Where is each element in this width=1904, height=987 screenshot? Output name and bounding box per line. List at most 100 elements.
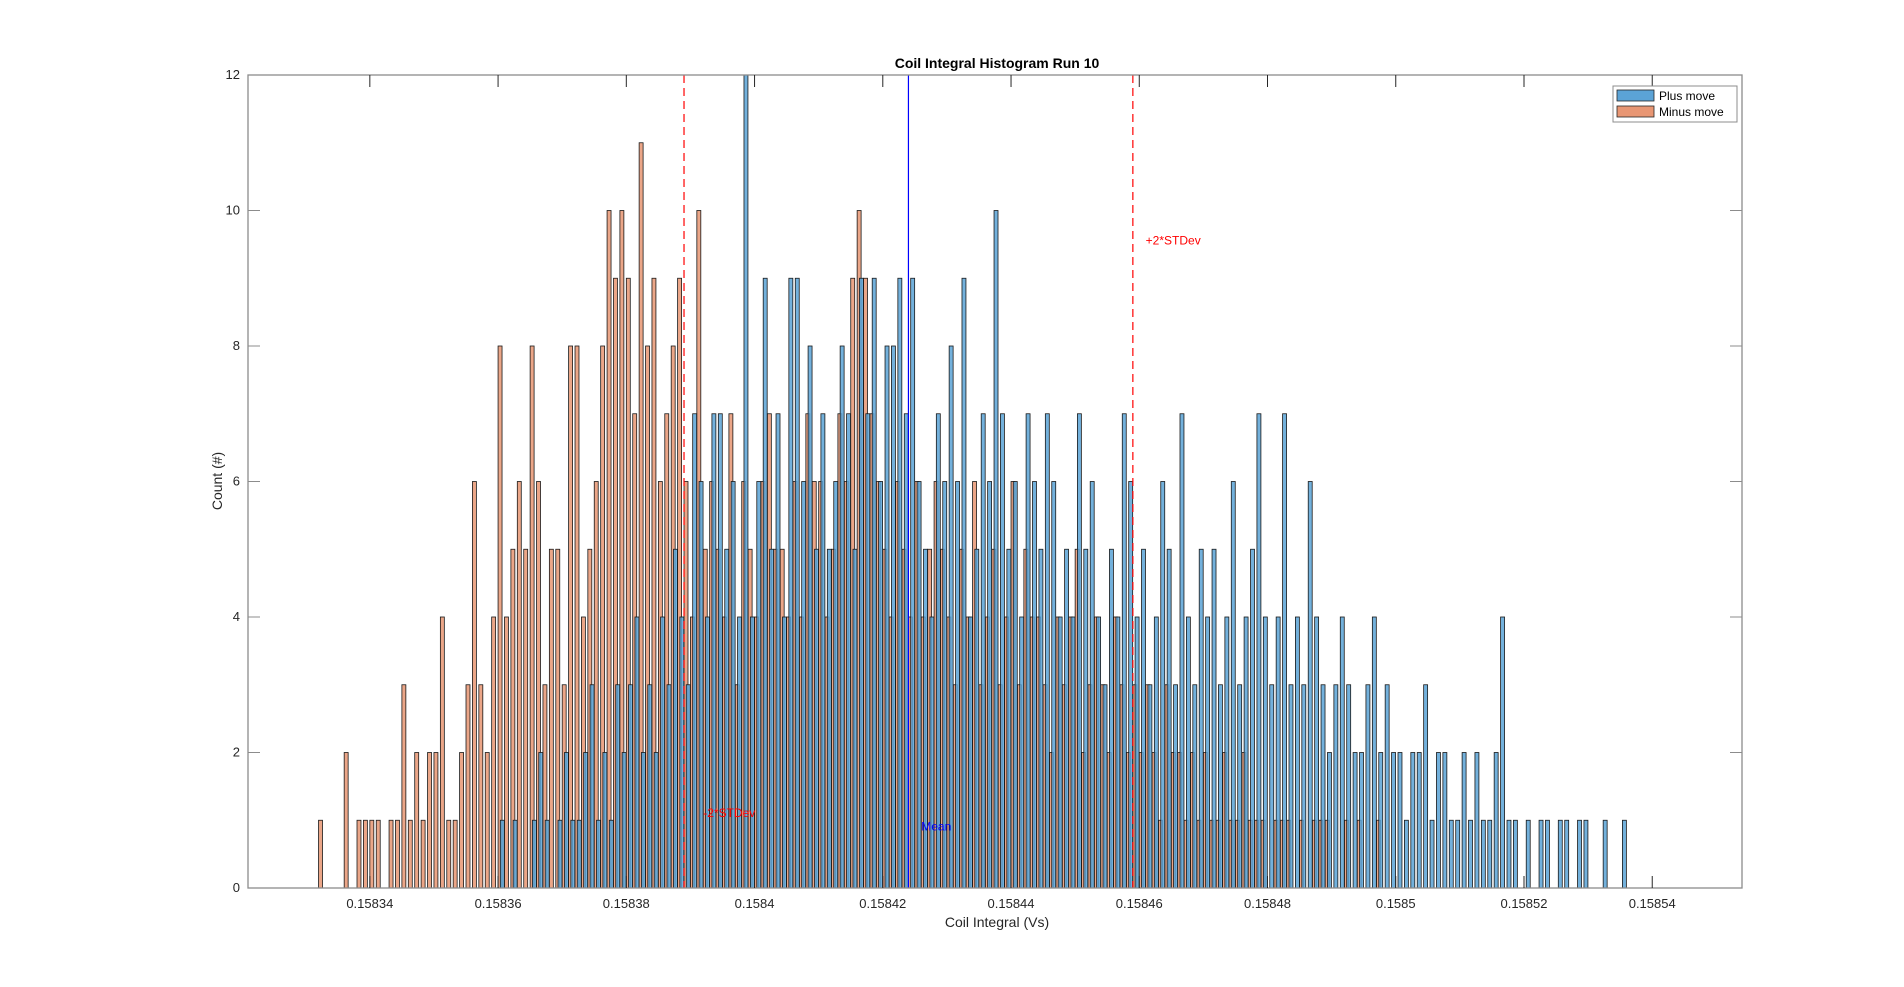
bar-plus-move <box>621 752 627 889</box>
bar-plus-move <box>1487 819 1493 889</box>
bar-plus-move <box>878 481 883 889</box>
bar-plus-move <box>1192 684 1198 889</box>
bar-plus-move <box>1404 819 1409 889</box>
bar-plus-move <box>1089 481 1095 889</box>
bar-plus-move <box>1282 413 1287 889</box>
bar-plus-move <box>705 616 710 889</box>
bar-minus-move <box>363 819 368 889</box>
bar-plus-move <box>1429 819 1435 889</box>
bar-plus-move <box>839 345 845 889</box>
bar-plus-move <box>1359 752 1364 889</box>
bar-plus-move <box>1019 616 1025 889</box>
bar-plus-move <box>1121 413 1127 889</box>
bar-plus-move <box>1295 616 1300 889</box>
bar-plus-move <box>653 752 659 889</box>
bar-plus-move <box>1384 684 1390 889</box>
bar-plus-move <box>820 413 826 889</box>
y-tick-label: 8 <box>233 338 240 353</box>
bar-plus-move <box>1365 684 1371 889</box>
bar-minus-move <box>452 819 458 889</box>
bar-minus-move <box>472 481 477 889</box>
bar-minus-move <box>606 210 612 889</box>
bar-minus-move <box>446 819 452 889</box>
y-tick-label: 0 <box>233 880 240 895</box>
bar-plus-move <box>1134 616 1140 889</box>
chart-title: Coil Integral Histogram Run 10 <box>895 55 1100 71</box>
bar-plus-move <box>1128 481 1134 889</box>
bar-plus-move <box>1577 819 1582 889</box>
y-axis-ticks: 0 2 4 6 8 10 12 <box>226 67 1742 895</box>
bar-plus-move <box>634 616 640 889</box>
bar-plus-move <box>807 345 813 889</box>
bar-plus-move <box>826 548 832 889</box>
x-tick-label: 0.1585 <box>1376 896 1416 911</box>
bar-plus-move <box>993 210 999 889</box>
bar-plus-move <box>1250 548 1255 889</box>
bar-plus-move <box>1160 481 1166 889</box>
bar-plus-move <box>1269 684 1275 889</box>
bar-plus-move <box>1410 752 1416 889</box>
bar-plus-move <box>596 819 601 889</box>
bar-plus-move <box>1224 616 1230 889</box>
bar-plus-move <box>929 616 935 889</box>
x-tick-label: 0.15854 <box>1629 896 1676 911</box>
bar-minus-move <box>529 345 535 889</box>
bar-plus-move <box>1275 616 1281 889</box>
bar-plus-move <box>673 548 678 889</box>
bar-plus-move <box>1461 752 1467 889</box>
bar-plus-move <box>756 481 762 889</box>
bar-plus-move <box>897 277 903 889</box>
bar-plus-move <box>1243 616 1249 889</box>
bar-plus-move <box>1339 616 1345 889</box>
bar-plus-move <box>1301 684 1307 889</box>
bar-plus-move <box>1166 548 1172 889</box>
bar-plus-move <box>576 819 582 889</box>
y-tick-label: 10 <box>226 203 240 218</box>
bar-plus-move <box>1109 548 1114 889</box>
bar-plus-move <box>1480 819 1486 889</box>
bar-plus-move <box>1076 413 1082 889</box>
bar-plus-move <box>1442 752 1448 889</box>
bar-plus-move <box>833 481 839 889</box>
bar-plus-move <box>1102 684 1108 889</box>
bar-plus-move <box>884 345 890 889</box>
bar-plus-move <box>730 481 736 889</box>
x-axis-label: Coil Integral (Vs) <box>945 914 1049 930</box>
bar-minus-move <box>375 819 381 889</box>
x-tick-label: 0.15852 <box>1500 896 1547 911</box>
bar-plus-move <box>499 819 505 889</box>
bar-plus-move <box>1147 684 1153 889</box>
bar-plus-move <box>1622 819 1627 889</box>
bar-plus-move <box>794 277 800 889</box>
y-tick-label: 6 <box>233 474 240 489</box>
bar-plus-move <box>923 548 928 889</box>
y-tick-label: 12 <box>226 67 240 82</box>
bar-plus-move <box>903 413 909 889</box>
bar-minus-move <box>427 752 432 889</box>
bar-plus-move <box>1493 752 1499 889</box>
bar-plus-move <box>589 684 595 889</box>
bar-plus-move <box>615 684 621 889</box>
bar-plus-move <box>692 413 698 889</box>
bar-plus-move <box>1602 819 1608 889</box>
bar-minus-move <box>401 684 407 889</box>
bar-minus-move <box>318 819 323 889</box>
bar-plus-move <box>1198 548 1204 889</box>
bar-minus-move <box>395 819 400 889</box>
bar-minus-move <box>433 752 439 889</box>
bar-plus-move <box>1320 684 1326 889</box>
bar-plus-move <box>1346 684 1352 889</box>
bar-plus-move <box>698 481 704 889</box>
bar-plus-move <box>858 277 864 889</box>
bar-plus-move <box>1583 819 1589 889</box>
x-tick-label: 0.15836 <box>475 896 522 911</box>
bar-plus-move <box>1564 819 1570 889</box>
bar-plus-move <box>1307 481 1313 889</box>
bar-minus-move <box>484 752 490 889</box>
x-tick-label: 0.15848 <box>1244 896 1291 911</box>
bar-plus-move <box>1557 819 1563 889</box>
y-tick-label: 2 <box>233 745 240 760</box>
bar-plus-move <box>608 819 614 889</box>
bar-plus-move <box>910 277 916 889</box>
